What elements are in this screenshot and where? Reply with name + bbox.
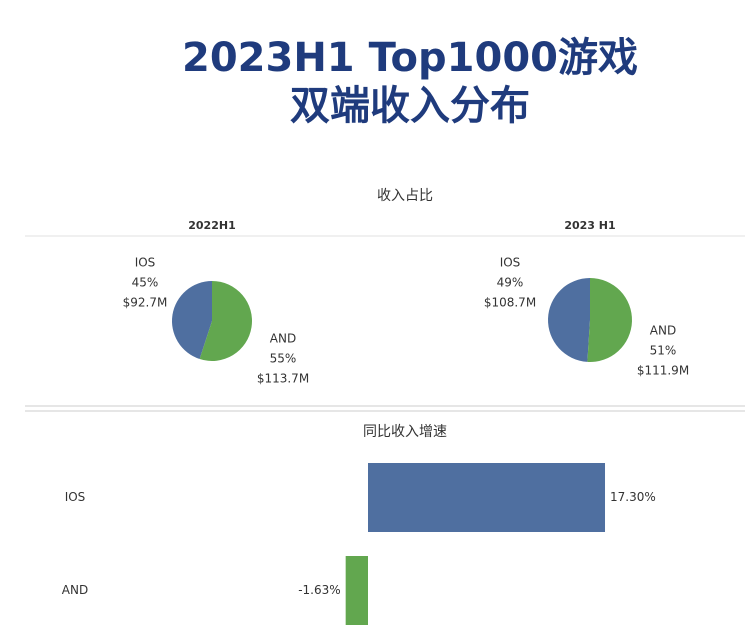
slice-percent: 49% [497,276,524,290]
chart-title: 同比收入增速 [363,424,447,440]
y-tick-label: IOS [65,490,86,504]
pie-slice [548,278,590,362]
slice-percent: 45% [132,276,159,290]
value-label: -1.63% [298,583,340,597]
pie-slice [171,281,212,360]
slice-revenue: $108.7M [484,296,536,310]
title-line: 双端收入分布 [290,83,530,129]
slice-label: IOS [135,256,156,270]
bar [345,556,368,625]
pie-slice [587,278,633,362]
y-tick-label: AND [62,583,88,597]
slice-revenue: $92.7M [123,296,168,310]
chart-title: 2022H1 [188,219,235,232]
slice-revenue: $113.7M [257,372,309,386]
pie-slice [199,281,252,361]
section-title: 收入占比 [377,188,433,204]
slice-label: AND [270,332,296,346]
chart-title: 2023 H1 [564,219,615,232]
slice-label: IOS [500,256,521,270]
slice-percent: 51% [650,344,677,358]
slice-label: AND [650,324,676,338]
title-line: 2023H1 Top1000游戏 [182,35,638,81]
slice-percent: 55% [270,352,297,366]
bar [368,463,606,532]
value-label: 17.30% [610,490,656,504]
slice-revenue: $111.9M [637,364,689,378]
